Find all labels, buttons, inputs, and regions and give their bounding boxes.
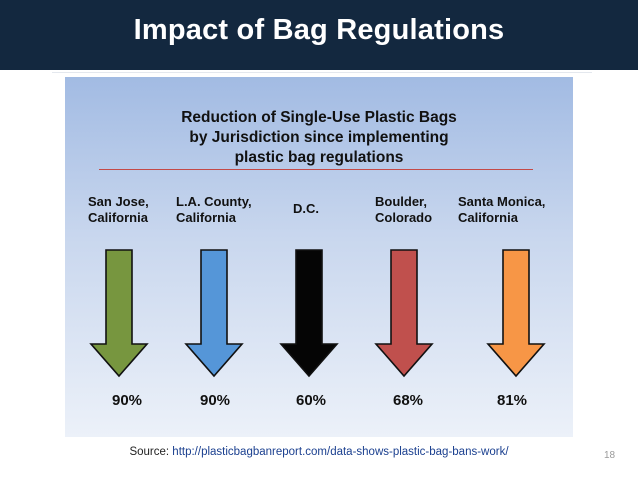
label-boulder: Boulder, Colorado: [375, 194, 432, 226]
value-santa-monica: 81%: [496, 392, 528, 409]
label-la-county: L.A. County, California: [176, 194, 252, 226]
source-prefix: Source:: [129, 446, 173, 458]
label-line: California: [458, 210, 518, 225]
arrow-down-icon: [184, 249, 244, 378]
value-san-jose: 90%: [111, 392, 143, 409]
label-line: Colorado: [375, 210, 433, 225]
arrow-down-icon: [374, 249, 434, 378]
title-divider: [52, 72, 592, 73]
source-citation: Source: http://plasticbagbanreport.com/d…: [0, 446, 638, 458]
label-line: San Jose,: [88, 194, 149, 209]
infographic-heading: Reduction of Single-Use Plastic Bags by …: [65, 108, 573, 168]
label-line: D.C.: [293, 201, 319, 216]
label-santa-monica: Santa Monica, California: [458, 194, 545, 226]
label-line: California: [176, 210, 236, 225]
page-number: 18: [604, 450, 616, 461]
label-line: Boulder,: [375, 194, 428, 209]
value-boulder: 68%: [392, 392, 424, 409]
value-la-county: 90%: [199, 392, 231, 409]
value-dc: 60%: [295, 392, 327, 409]
label-line: L.A. County,: [176, 194, 252, 209]
arrow-down-icon: [486, 249, 546, 378]
source-link[interactable]: http://plasticbagbanreport.com/data-show…: [172, 446, 509, 458]
arrow-down-icon: [89, 249, 149, 378]
label-san-jose: San Jose, California: [88, 194, 149, 226]
title-bar: Impact of Bag Regulations: [0, 0, 638, 70]
heading-line-2: by Jurisdiction since implementing: [189, 129, 449, 146]
label-line: Santa Monica,: [458, 194, 546, 209]
arrow-down-icon: [279, 249, 339, 378]
label-dc: D.C.: [293, 201, 319, 217]
slide-title: Impact of Bag Regulations: [133, 14, 505, 46]
label-line: California: [88, 210, 148, 225]
heading-line-1: Reduction of Single-Use Plastic Bags: [181, 109, 457, 126]
heading-underline: [99, 169, 533, 170]
heading-line-3: plastic bag regulations: [234, 149, 404, 166]
infographic-panel: Reduction of Single-Use Plastic Bags by …: [65, 77, 573, 437]
